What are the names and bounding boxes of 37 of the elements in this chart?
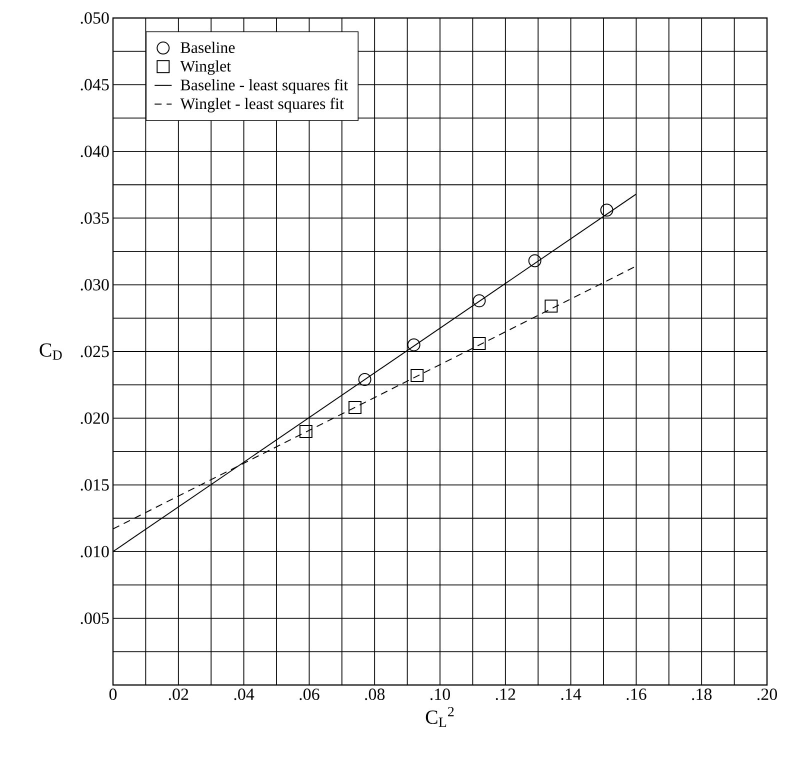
point <box>528 254 542 268</box>
x-tick-label: 0 <box>109 688 117 700</box>
y-tick-label: .010 <box>80 546 109 558</box>
x-tick-label: .18 <box>692 688 712 700</box>
y-tick-label: .020 <box>80 412 109 424</box>
point <box>472 336 486 350</box>
x-tick-label: .20 <box>757 688 777 700</box>
x-tick-label: .14 <box>561 688 582 700</box>
y-tick-label: .050 <box>80 12 109 24</box>
point <box>472 294 486 308</box>
legend-label: Baseline - least squares fit <box>180 78 348 94</box>
y-tick-label: .015 <box>80 479 109 491</box>
x-tick-label: .12 <box>496 688 516 700</box>
point <box>299 425 312 438</box>
point <box>410 369 424 382</box>
x-tick-label: .02 <box>168 688 188 700</box>
x-tick-label: .16 <box>626 688 646 700</box>
point <box>600 204 614 217</box>
x-tick-label: .06 <box>300 688 320 700</box>
y-tick-label: .030 <box>80 279 109 291</box>
x-tick-label: .10 <box>430 688 450 700</box>
point <box>407 338 420 352</box>
y-axis-title: C$_{D}$ <box>40 343 62 360</box>
y-tick-label: .025 <box>80 346 109 358</box>
legend-label: Winglet - least squares fit <box>180 98 344 112</box>
legend-label: Baseline <box>180 42 235 53</box>
x-tick-label: .08 <box>365 688 385 700</box>
y-tick-label: .040 <box>80 146 109 158</box>
point <box>544 300 558 313</box>
x-tick-label: .04 <box>234 688 254 700</box>
legend-label: Winglet <box>180 60 231 75</box>
y-tick-label: .035 <box>80 212 109 224</box>
point <box>348 401 362 414</box>
x-axis-title: C$_{L}$2 <box>426 706 454 727</box>
y-tick-label: .045 <box>80 78 109 90</box>
y-tick-label: .005 <box>80 612 109 624</box>
point <box>358 373 372 386</box>
